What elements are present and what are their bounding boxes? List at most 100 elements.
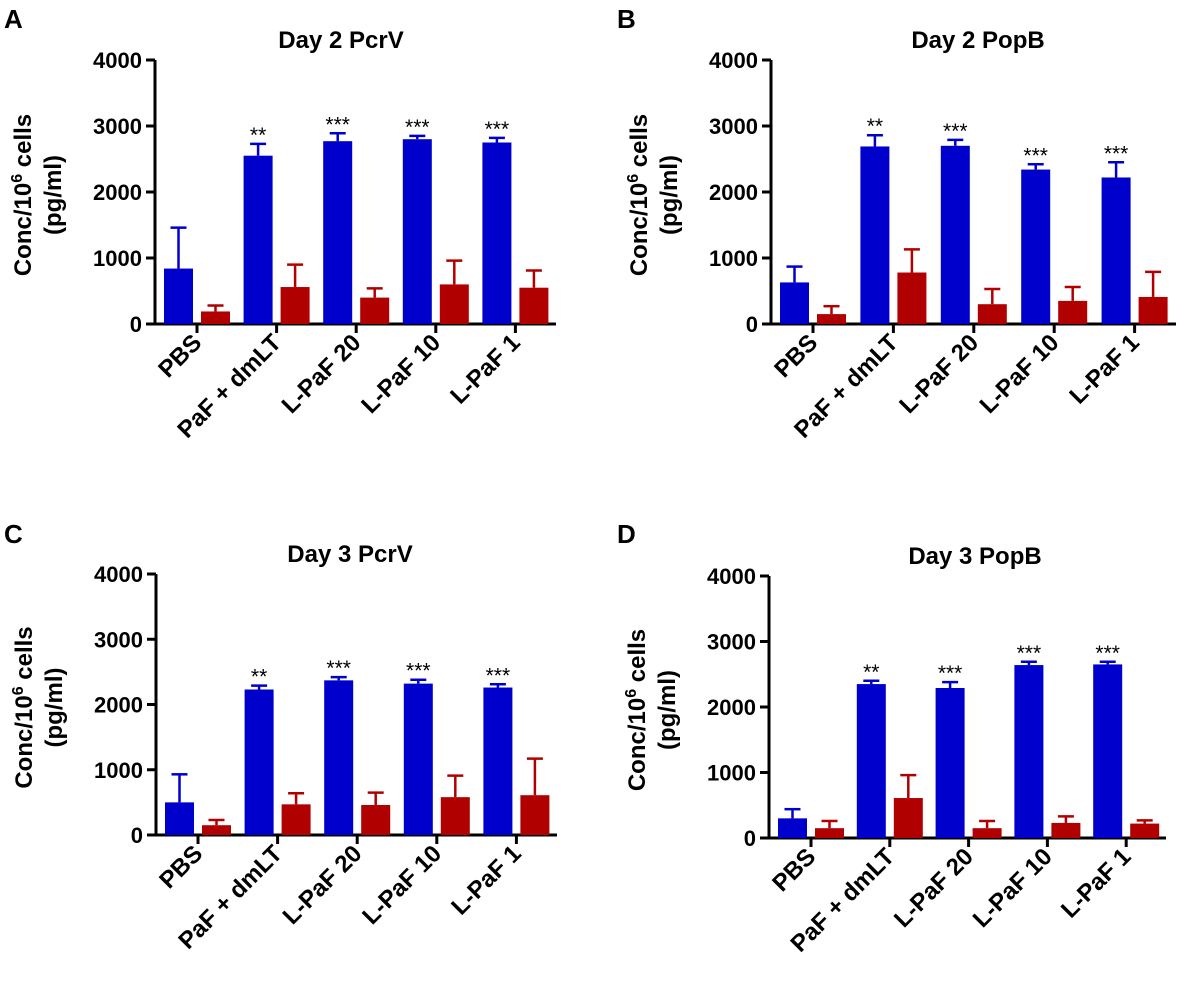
bar-series-1 <box>860 146 890 324</box>
bar-series-2 <box>897 272 927 324</box>
bar-series-1 <box>940 145 970 324</box>
y-tick-label: 2000 <box>709 180 758 205</box>
x-tick-label: L-PaF 10 <box>356 329 446 419</box>
bar-series-2 <box>281 804 311 835</box>
significance-label: ** <box>867 115 883 138</box>
y-axis-label-superscript: 6 <box>625 174 642 183</box>
y-tick-label: 2000 <box>94 693 143 718</box>
bar-series-1 <box>244 689 274 835</box>
bar-series-2 <box>439 284 469 324</box>
bar-series-1 <box>1021 169 1051 324</box>
y-axis-label-line2: (pg/ml) <box>41 668 68 748</box>
y-axis-label-tail: cells <box>11 626 38 686</box>
bar-series-1 <box>935 688 965 838</box>
y-tick-label: 3000 <box>709 114 758 139</box>
bar-series-1 <box>165 802 194 835</box>
x-tick-label: L-PaF 10 <box>968 843 1058 933</box>
bar-series-1 <box>164 268 193 324</box>
chart-title: Day 2 PopB <box>911 27 1044 54</box>
y-tick-label: 3000 <box>707 630 756 655</box>
x-tick-label: PBS <box>154 840 208 894</box>
significance-label: ** <box>863 661 879 684</box>
significance-label: *** <box>406 660 431 683</box>
bar-series-2 <box>519 287 549 324</box>
bar-series-2 <box>280 287 310 324</box>
y-tick-label: 3000 <box>93 114 142 139</box>
bar-series-1 <box>323 141 353 324</box>
x-tick-label: L-PaF 10 <box>975 329 1065 419</box>
panel-letter: D <box>617 519 636 549</box>
significance-label: *** <box>486 664 511 687</box>
bar-series-2 <box>893 798 923 838</box>
significance-label: ** <box>250 124 266 147</box>
y-tick-label: 0 <box>746 312 758 337</box>
bar-series-2 <box>972 828 1002 838</box>
x-tick-label: L-PaF 20 <box>277 329 367 419</box>
panel-letter: C <box>4 519 23 549</box>
chart-title: Day 3 PopB <box>908 543 1041 570</box>
significance-label: *** <box>405 116 430 139</box>
y-axis-label-tail: cells <box>624 629 651 689</box>
bar-series-1 <box>1101 177 1131 324</box>
panel-letter: B <box>617 4 636 34</box>
bar-series-1 <box>402 139 432 324</box>
y-tick-label: 4000 <box>93 48 142 73</box>
chart-panel-c: C Day 3 PcrV Conc/106 cells(pg/ml) 0 1000 200… <box>4 519 557 955</box>
bar-series-2 <box>1058 300 1088 324</box>
chart-panel-a: A Day 2 PcrV Conc/106 cells(pg/ml) 0 1000 200… <box>4 4 556 444</box>
y-axis-label-main: Conc/10 <box>11 695 38 788</box>
bar-series-2 <box>977 304 1007 324</box>
bar-series-2 <box>1051 822 1081 838</box>
y-axis-label-superscript: 6 <box>9 174 26 183</box>
y-tick-label: 1000 <box>707 761 756 786</box>
significance-label: *** <box>485 118 510 141</box>
x-tick-label: L-PaF 20 <box>889 843 979 933</box>
significance-label: *** <box>1023 144 1048 167</box>
bar-series-1 <box>403 683 433 835</box>
y-axis-label-main: Conc/10 <box>10 183 37 276</box>
y-axis-label: Conc/106 cells(pg/ml) <box>623 629 681 791</box>
x-tick-label: L-PaF 20 <box>894 329 984 419</box>
significance-label: *** <box>325 113 350 136</box>
y-tick-label: 3000 <box>94 627 143 652</box>
bar-series-2 <box>1130 823 1160 838</box>
y-axis-label-line1: Conc/106 cells <box>623 629 651 791</box>
y-axis-label-main: Conc/10 <box>624 698 651 791</box>
bar-series-1 <box>483 687 513 835</box>
y-axis-label-tail: cells <box>10 114 37 174</box>
x-tick-label: L-PaF 1 <box>446 840 526 920</box>
bar-series-2 <box>361 804 391 835</box>
x-tick-label: PBS <box>769 329 823 383</box>
bar-series-1 <box>778 818 807 838</box>
bar-series-2 <box>201 311 230 324</box>
y-tick-label: 1000 <box>709 246 758 271</box>
chart-title: Day 2 PcrV <box>278 27 403 54</box>
significance-label: *** <box>943 120 968 143</box>
panel-letter: A <box>4 4 23 34</box>
y-tick-label: 0 <box>131 823 143 848</box>
y-axis-label-main: Conc/10 <box>626 183 653 276</box>
y-axis-label-superscript: 6 <box>10 686 27 695</box>
bar-series-1 <box>482 142 512 324</box>
x-tick-label: L-PaF 20 <box>278 840 368 930</box>
bar-series-1 <box>1093 664 1123 838</box>
bar-series-2 <box>440 797 470 835</box>
y-tick-label: 2000 <box>93 180 142 205</box>
x-tick-label: PBS <box>153 329 207 383</box>
y-axis-label-line1: Conc/106 cells <box>10 626 38 788</box>
bar-series-1 <box>243 155 273 324</box>
bar-series-1 <box>324 680 354 835</box>
y-axis-label: Conc/106 cells(pg/ml) <box>10 626 68 788</box>
bar-series-2 <box>1138 296 1168 324</box>
bar-series-2 <box>202 825 231 835</box>
chart-panel-b: B Day 2 PopB Conc/106 cells(pg/ml) 0 1000 200… <box>617 4 1176 444</box>
y-tick-label: 4000 <box>709 48 758 73</box>
bar-series-2 <box>817 314 846 324</box>
y-tick-label: 0 <box>744 826 756 851</box>
significance-label: *** <box>938 662 963 685</box>
y-axis-label-line1: Conc/106 cells <box>9 114 37 276</box>
x-tick-label: L-PaF 1 <box>1064 329 1144 409</box>
y-axis-label-line1: Conc/106 cells <box>625 114 653 276</box>
bar-series-1 <box>1014 665 1044 838</box>
